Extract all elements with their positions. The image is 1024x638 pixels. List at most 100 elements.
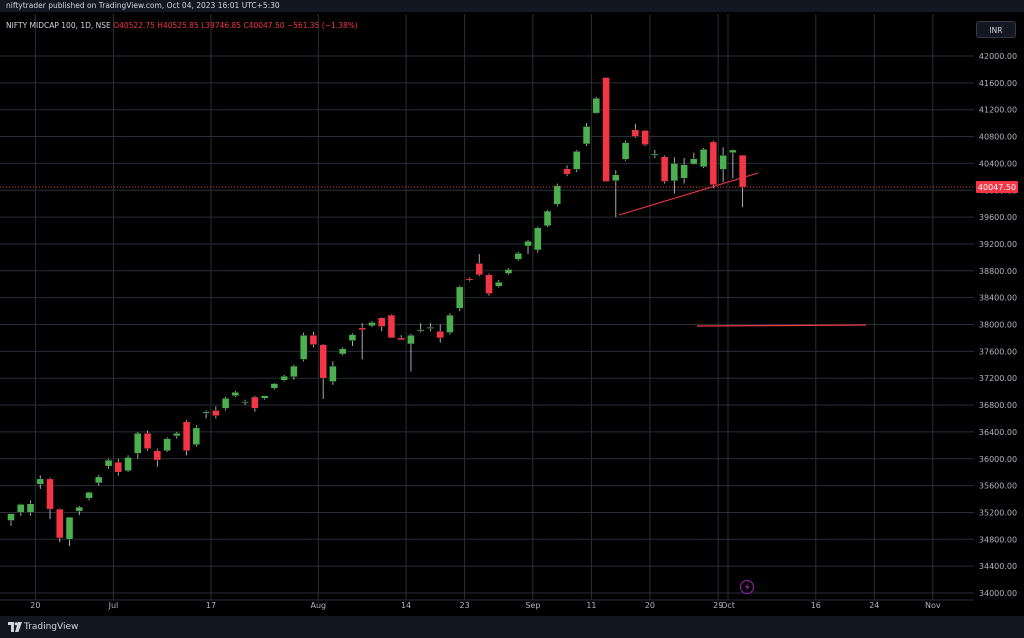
tradingview-logo-icon	[8, 622, 22, 632]
y-tick-label: 34000.00	[979, 589, 1017, 598]
candle-body	[387, 314, 396, 339]
candle-body	[534, 227, 542, 251]
candle-body	[495, 282, 503, 287]
candle	[719, 147, 727, 183]
candle	[153, 448, 162, 467]
candle-body	[56, 508, 64, 539]
footer-bar: TradingView	[0, 616, 1024, 638]
candle	[124, 455, 132, 473]
candle-body	[231, 392, 240, 396]
y-tick-label: 36400.00	[979, 428, 1017, 437]
ohlc-open: O40522.75	[113, 21, 155, 30]
x-tick-label: Aug	[310, 601, 326, 610]
x-tick-label: Oct	[721, 601, 735, 610]
y-tick-label: 35200.00	[979, 508, 1017, 517]
candle	[602, 77, 610, 182]
candle-body	[690, 158, 698, 165]
currency-button[interactable]: INR	[976, 21, 1016, 38]
candle-body	[36, 478, 44, 485]
candle	[641, 129, 649, 146]
candle-body	[348, 334, 357, 341]
candle	[407, 333, 415, 372]
y-tick-label: 39600.00	[979, 213, 1017, 222]
candle	[504, 268, 513, 275]
candle	[358, 323, 366, 360]
candle	[260, 395, 269, 400]
candle-body	[602, 77, 610, 182]
candle-body	[338, 348, 347, 355]
trend-drawings	[618, 172, 867, 327]
candle	[670, 157, 679, 194]
candle	[465, 277, 474, 282]
symbol-name[interactable]: NIFTY MIDCAP 100, 1D, NSE	[6, 21, 111, 30]
candle	[709, 140, 718, 189]
candle	[368, 321, 376, 328]
candle-body	[699, 149, 708, 167]
candle	[631, 123, 640, 138]
y-tick-label: 35600.00	[979, 482, 1017, 491]
candle-body	[124, 457, 132, 472]
x-tick-label: 23	[460, 601, 470, 610]
candle	[621, 140, 630, 161]
candle-body	[485, 274, 493, 294]
y-tick-label: 40800.00	[979, 133, 1017, 142]
candle	[56, 508, 64, 542]
candle	[397, 335, 405, 341]
candle-body	[426, 326, 435, 329]
y-tick-label: 41600.00	[979, 79, 1017, 88]
candle	[377, 317, 386, 332]
candle	[241, 399, 249, 406]
candle-body	[719, 155, 727, 170]
lightning-icon[interactable]	[740, 580, 754, 594]
candle	[299, 332, 308, 362]
candle	[309, 331, 318, 348]
candle-body	[660, 156, 669, 182]
candle-body	[592, 98, 600, 114]
candle	[514, 252, 522, 261]
candle	[163, 437, 171, 453]
candle-body	[143, 433, 152, 449]
candle-body	[260, 395, 269, 399]
candle-body	[543, 210, 552, 227]
candle	[651, 149, 659, 159]
candle	[495, 280, 503, 288]
candle	[36, 475, 44, 489]
candle-body	[153, 450, 162, 461]
candles	[7, 77, 747, 547]
candle-body	[641, 130, 649, 145]
candle-body	[173, 433, 181, 437]
candle	[65, 516, 74, 547]
y-tick-label: 38000.00	[979, 321, 1017, 330]
candle	[202, 410, 210, 419]
candle	[270, 382, 279, 390]
candle	[290, 364, 298, 380]
candle	[134, 431, 142, 459]
ohlc-high: H40525.85	[157, 21, 199, 30]
candle-body	[212, 410, 220, 416]
candle-body	[75, 506, 83, 512]
candle-body	[738, 154, 747, 188]
x-tick-label: Sep	[525, 601, 540, 610]
candle-body	[446, 314, 454, 333]
candle	[173, 431, 181, 439]
candle	[387, 314, 396, 339]
candle-body	[85, 492, 93, 499]
candle-body	[95, 476, 103, 484]
published-text: niftytrader published on TradingView.com…	[6, 1, 280, 10]
candle-body	[514, 253, 522, 260]
candle-body	[651, 153, 659, 156]
candle	[582, 123, 591, 146]
candle-body	[241, 401, 249, 404]
candle	[231, 390, 240, 397]
x-tick-label: 14	[401, 601, 411, 610]
candle-body	[114, 461, 123, 473]
ohlc-low: L39746.85	[201, 21, 242, 30]
candle	[563, 165, 571, 177]
x-tick-label: 20	[645, 601, 655, 610]
candle-body	[436, 331, 444, 339]
candle-body	[631, 129, 640, 137]
candle	[436, 324, 444, 343]
tradingview-brand[interactable]: TradingView	[24, 622, 79, 632]
